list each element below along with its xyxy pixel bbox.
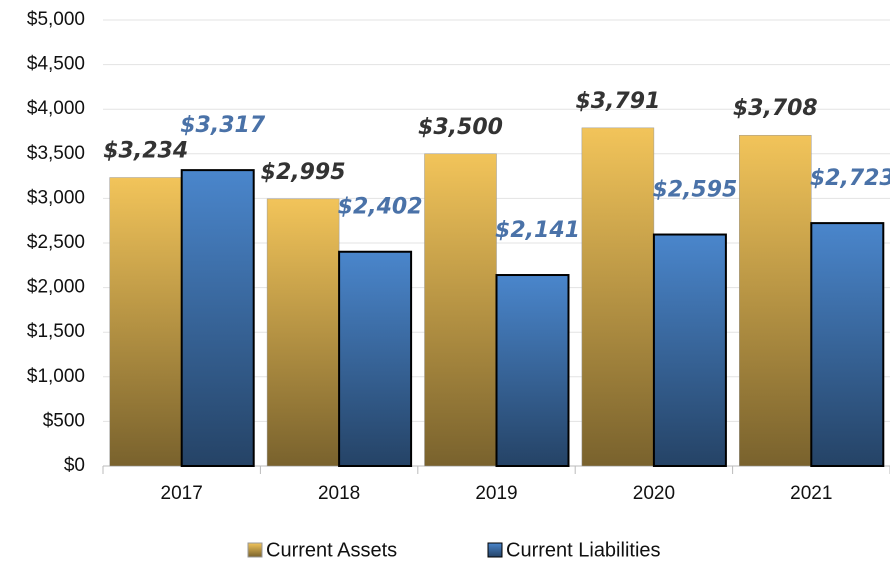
bar	[581, 127, 655, 467]
bar	[266, 198, 340, 467]
y-tick-label: $4,000	[27, 98, 85, 119]
value-label: $2,995	[261, 160, 346, 185]
value-label: $3,791	[575, 89, 660, 114]
bar	[338, 250, 413, 467]
x-tick-label: 2019	[475, 483, 517, 504]
y-tick-label: $3,000	[27, 187, 85, 208]
value-label: $3,234	[103, 139, 188, 164]
bar	[739, 134, 812, 467]
bar	[424, 153, 497, 467]
x-tick-label: 2021	[790, 483, 832, 504]
bar	[810, 222, 885, 467]
y-tick-label: $0	[64, 455, 85, 476]
legend-swatch	[487, 542, 503, 558]
legend-label: Current Liabilities	[506, 539, 661, 561]
x-tick-label: 2018	[318, 483, 360, 504]
x-tick-label: 2017	[161, 483, 203, 504]
y-tick-label: $1,000	[27, 366, 85, 387]
y-tick-label: $5,000	[27, 9, 85, 30]
value-label: $3,317	[180, 113, 266, 138]
value-label: $2,402	[338, 195, 423, 220]
y-tick-label: $2,000	[27, 277, 85, 298]
legend-swatch	[247, 542, 263, 558]
bar	[109, 177, 182, 467]
value-label: $2,141	[495, 218, 580, 243]
y-tick-label: $4,500	[27, 54, 85, 75]
legend-label: Current Assets	[266, 539, 397, 561]
value-label: $3,500	[418, 115, 503, 140]
y-tick-label: $3,500	[27, 143, 85, 164]
bar	[495, 274, 570, 467]
y-tick-label: $1,500	[27, 321, 85, 342]
y-tick-label: $500	[43, 410, 85, 431]
x-tick-label: 2020	[633, 483, 675, 504]
value-label: $2,723	[810, 166, 890, 191]
bar	[180, 169, 255, 467]
value-label: $3,708	[733, 96, 818, 121]
value-label: $2,595	[652, 178, 737, 203]
y-tick-label: $2,500	[27, 232, 85, 253]
bar	[652, 233, 727, 467]
